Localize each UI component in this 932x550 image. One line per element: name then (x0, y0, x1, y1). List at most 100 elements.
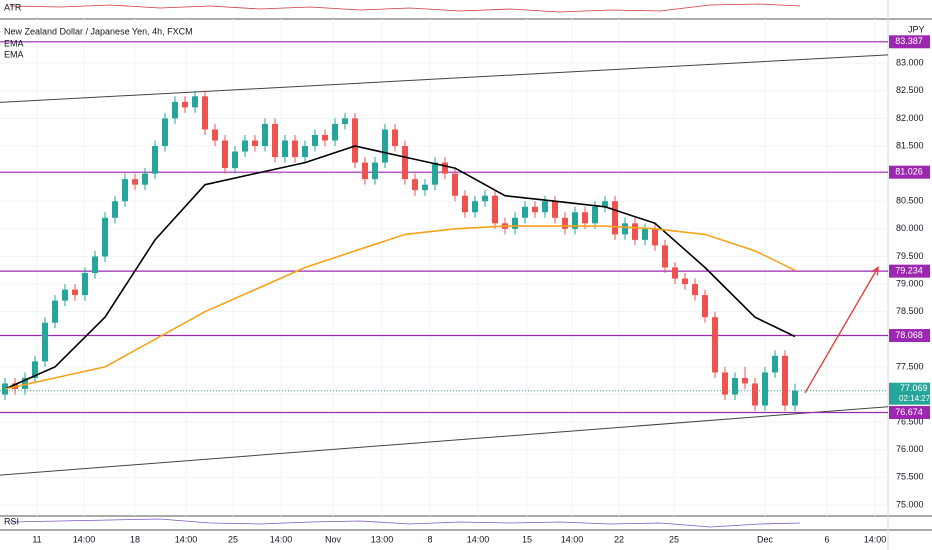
candle-body (462, 195, 468, 213)
candle-body (92, 256, 98, 274)
candle-body (542, 201, 548, 213)
y-tick-label: 78.500 (896, 306, 924, 316)
candle-body (52, 300, 58, 323)
candle-body (312, 134, 318, 147)
candle-body (762, 372, 768, 406)
candle-body (782, 355, 788, 406)
candle-body (392, 129, 398, 147)
y-tick-label: 83.000 (896, 58, 924, 68)
x-tick-label: 25 (669, 534, 679, 544)
indicator-label: EMA (4, 38, 24, 48)
candle-body (702, 295, 708, 318)
y-tick-label: 76.000 (896, 444, 924, 454)
candle-body (152, 146, 158, 174)
pane-label: RSI (4, 516, 19, 526)
ema-line (4, 145, 796, 390)
level-label: 78.068 (895, 330, 923, 340)
candle-body (452, 173, 458, 196)
candle-body (532, 206, 538, 213)
candle-body (362, 162, 368, 180)
x-tick-label: 8 (427, 534, 432, 544)
atr-line (9, 3, 801, 13)
candle-body (192, 96, 198, 108)
level-label: 76.674 (895, 407, 923, 417)
x-tick-label: Nov (325, 534, 342, 544)
candle-body (572, 212, 578, 229)
x-tick-label: 14:00 (561, 534, 584, 544)
candle-body (612, 201, 618, 235)
candle-body (302, 146, 308, 158)
level-label-box (889, 329, 930, 343)
trendline (0, 54, 889, 103)
level-label-box (889, 264, 930, 278)
y-tick-label: 75.000 (896, 499, 924, 509)
last-price-box (889, 382, 930, 405)
candle-body (32, 361, 38, 378)
candle-body (662, 245, 668, 268)
candle-body (772, 355, 778, 373)
candle-body (482, 195, 488, 202)
candle-body (252, 140, 258, 147)
candle-body (622, 223, 628, 235)
candle-body (642, 228, 648, 240)
candle-body (102, 217, 108, 257)
candle-body (492, 195, 498, 224)
y-tick-label: 80.500 (896, 196, 924, 206)
y-tick-label: 79.500 (896, 251, 924, 261)
y-tick-label: 81.500 (896, 140, 924, 150)
arrow-line (804, 267, 879, 394)
candle-body (112, 201, 118, 218)
candle-body (372, 162, 378, 180)
y-tick-label: 79.000 (896, 278, 924, 288)
candle-body (162, 118, 168, 147)
candle-body (292, 140, 298, 158)
x-tick-label: 14:00 (73, 534, 96, 544)
candle-body (242, 140, 248, 152)
x-tick-label: 11 (32, 534, 41, 544)
candle-body (632, 223, 638, 240)
x-tick-label: 6 (824, 534, 829, 544)
candle-body (322, 134, 328, 141)
rsi-line (9, 518, 801, 528)
candle-body (692, 284, 698, 296)
currency-label: JPY (908, 24, 925, 34)
x-tick-label: 13:00 (371, 534, 394, 544)
candle-body (722, 372, 728, 395)
candle-body (742, 377, 748, 384)
candle-body (282, 140, 288, 158)
candle-body (142, 173, 148, 185)
candle-body (672, 267, 678, 279)
candle-body (82, 273, 88, 296)
candle-body (22, 377, 28, 389)
x-tick-label: 18 (130, 534, 140, 544)
y-tick-label: 75.500 (896, 472, 924, 482)
candle-body (232, 151, 238, 169)
candle-body (172, 101, 178, 119)
level-label: 79.234 (895, 266, 923, 276)
candle-body (522, 206, 528, 218)
candle-body (122, 179, 128, 202)
candle-body (752, 383, 758, 406)
indicator-label: EMA (4, 49, 24, 59)
candle-body (72, 289, 78, 296)
x-tick-label: 25 (228, 534, 238, 544)
y-tick-label: 82.500 (896, 85, 924, 95)
candle-body (432, 162, 438, 185)
x-tick-label: 14:00 (864, 534, 887, 544)
countdown-label: 02:14:27 (899, 394, 931, 403)
candle-body (552, 201, 558, 218)
level-label-box (889, 35, 930, 49)
level-label-box (889, 165, 930, 179)
candle-body (132, 179, 138, 185)
candle-body (562, 217, 568, 229)
candle-body (442, 162, 448, 174)
candle-body (62, 289, 68, 301)
candle-body (262, 123, 268, 147)
candle-body (512, 217, 518, 229)
pane-label: ATR (4, 2, 22, 12)
x-tick-label: Dec (757, 534, 774, 544)
candle-body (342, 118, 348, 124)
y-tick-label: 76.500 (896, 416, 924, 426)
